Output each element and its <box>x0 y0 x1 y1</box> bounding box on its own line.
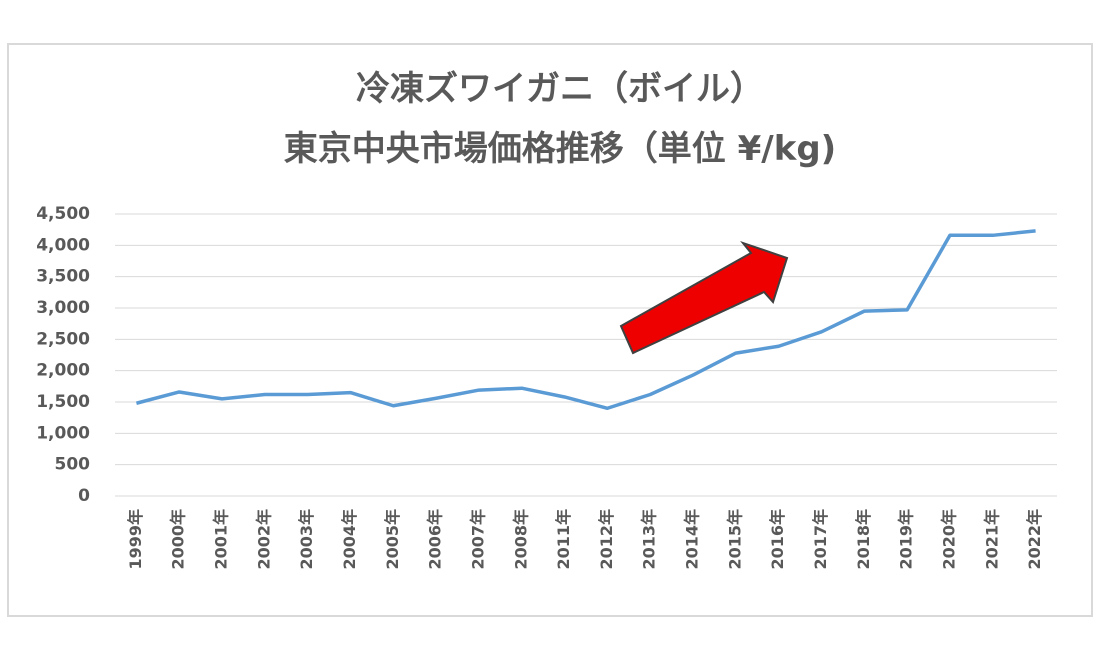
y-tick-label: 3,000 <box>36 298 90 318</box>
y-tick-label: 3,500 <box>36 267 90 287</box>
data-line <box>135 229 1036 411</box>
x-tick-label: 2015年 <box>725 509 744 570</box>
y-tick-label: 0 <box>78 486 90 506</box>
x-tick-label: 2007年 <box>468 509 487 570</box>
chart-title: 冷凍ズワイガニ（ボイル） <box>356 69 764 109</box>
y-tick-label: 2,500 <box>36 329 90 349</box>
x-tick-label: 2019年 <box>897 509 916 570</box>
trend-arrow <box>619 240 789 355</box>
x-tick-label: 2002年 <box>254 509 273 570</box>
y-tick-label: 4,000 <box>36 235 90 255</box>
x-tick-label: 1999年 <box>126 509 145 570</box>
y-tick-label: 1,500 <box>36 392 90 412</box>
x-tick-label: 2013年 <box>640 509 659 570</box>
y-tick-label: 1,000 <box>36 423 90 443</box>
grid: 0 500 1,000 1,500 2,000 2,500 3,000 3,500 4,000 4… <box>36 204 1057 506</box>
x-tick-label: 2005年 <box>383 509 402 570</box>
x-tick-label: 2016年 <box>768 509 787 570</box>
x-tick-label: 2011年 <box>554 509 573 570</box>
x-tick-label: 2021年 <box>982 509 1001 570</box>
chart-frame <box>7 43 1093 617</box>
x-tick-label: 2020年 <box>939 509 958 570</box>
x-tick-label: 2012年 <box>597 509 616 570</box>
x-tick-label: 2008年 <box>511 509 530 570</box>
chart-subtitle: 東京中央市場価格推移（単位 ¥/kg) <box>284 129 836 169</box>
y-tick-label: 500 <box>55 455 91 475</box>
x-tick-label: 2014年 <box>683 509 702 570</box>
x-tick-label: 2000年 <box>169 509 188 570</box>
x-tick-label: 2017年 <box>811 509 830 570</box>
x-tick-label: 2001年 <box>212 509 231 570</box>
x-tick-label: 2003年 <box>297 509 316 570</box>
y-tick-label: 4,500 <box>36 204 90 224</box>
plot: 1999年 2000年 2001年 2002年 2003年 2004年 2005年 2006年… <box>126 229 1044 570</box>
x-tick-label: 2006年 <box>426 509 445 570</box>
x-tick-label: 2018年 <box>854 509 873 570</box>
y-tick-label: 2,000 <box>36 361 90 381</box>
x-tick-label: 2004年 <box>340 509 359 570</box>
x-tick-label: 2022年 <box>1025 509 1044 570</box>
